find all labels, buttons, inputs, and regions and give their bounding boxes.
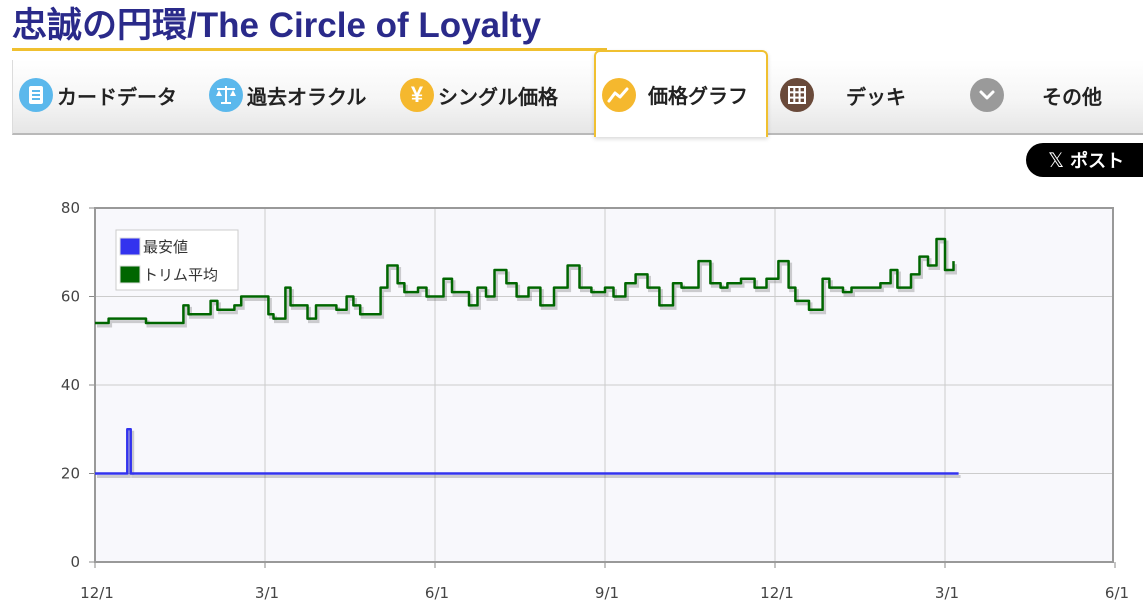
tab-price-graph[interactable]: 価格グラフ bbox=[594, 50, 768, 137]
tab-bar: カードデータ 過去オラクル ¥ シングル価格 価格グラフ デッキ その他 bbox=[12, 50, 1143, 137]
yen-icon: ¥ bbox=[400, 78, 434, 112]
post-button-label: ポスト bbox=[1070, 151, 1125, 171]
tab-label: シングル価格 bbox=[438, 86, 558, 109]
tab-label: カードデータ bbox=[57, 86, 177, 109]
series-line-1 bbox=[95, 237, 955, 325]
legend-swatch bbox=[119, 237, 141, 256]
x-tick-label: 12/1 bbox=[760, 584, 794, 602]
y-tick-label: 20 bbox=[61, 465, 80, 483]
legend-label: 最安値 bbox=[143, 238, 188, 256]
page-title: 忠誠の円環/The Circle of Loyalty bbox=[12, 2, 607, 51]
line-graph-icon bbox=[602, 77, 636, 112]
tab-deck[interactable]: デッキ bbox=[780, 60, 906, 130]
y-tick-label: 80 bbox=[61, 199, 80, 217]
chevron-down-icon bbox=[970, 78, 1004, 112]
tab-past-oracle[interactable]: 過去オラクル bbox=[209, 60, 366, 130]
legend-label: トリム平均 bbox=[143, 266, 218, 284]
grid-icon bbox=[780, 78, 814, 112]
x-tick-label: 12/1 bbox=[80, 584, 114, 602]
tab-single-price[interactable]: ¥ シングル価格 bbox=[400, 60, 558, 130]
post-button[interactable]: 𝕏 ポスト bbox=[1026, 143, 1143, 177]
tab-card-data[interactable]: カードデータ bbox=[19, 60, 177, 130]
tab-label: 価格グラフ bbox=[648, 86, 748, 108]
plot-border bbox=[94, 207, 1114, 563]
series-line-0 bbox=[95, 428, 959, 475]
y-tick-label: 40 bbox=[61, 376, 80, 394]
legend-swatch bbox=[119, 265, 141, 284]
scales-icon bbox=[209, 78, 243, 112]
card-data-icon bbox=[19, 78, 53, 112]
x-logo-icon: 𝕏 bbox=[1048, 149, 1065, 172]
x-tick-label: 6/1 bbox=[425, 584, 449, 602]
y-tick-label: 60 bbox=[61, 288, 80, 306]
tab-other[interactable]: その他 bbox=[970, 60, 1102, 130]
tab-label: デッキ bbox=[846, 86, 906, 109]
x-tick-label: 9/1 bbox=[595, 584, 619, 602]
x-tick-label: 6/1 bbox=[1105, 584, 1129, 602]
x-tick-label: 3/1 bbox=[255, 584, 279, 602]
x-tick-label: 3/1 bbox=[935, 584, 959, 602]
y-tick-label: 0 bbox=[70, 553, 80, 571]
tab-label: 過去オラクル bbox=[247, 86, 367, 109]
series-shadow-0 bbox=[97, 430, 961, 478]
tab-label: その他 bbox=[1042, 86, 1102, 109]
